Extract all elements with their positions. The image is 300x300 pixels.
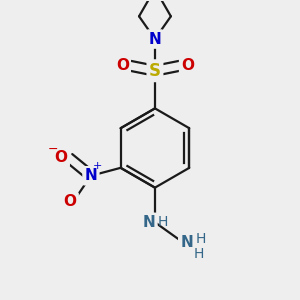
Text: N: N	[148, 32, 161, 46]
Text: N: N	[85, 168, 97, 183]
Text: H: H	[194, 247, 204, 261]
Text: O: O	[181, 58, 194, 73]
Text: S: S	[149, 62, 161, 80]
Text: −: −	[48, 142, 58, 155]
Text: H: H	[195, 232, 206, 246]
Text: O: O	[55, 150, 68, 165]
Text: O: O	[116, 58, 129, 73]
Text: O: O	[64, 194, 76, 209]
Text: N: N	[180, 235, 193, 250]
Text: N: N	[142, 215, 155, 230]
Text: H: H	[158, 215, 168, 229]
Text: +: +	[93, 161, 103, 171]
